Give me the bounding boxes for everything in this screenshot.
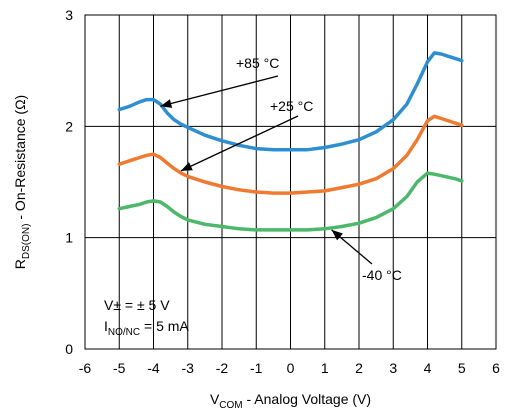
annotation-arrow-head bbox=[331, 229, 343, 241]
x-axis-label-sub: COM bbox=[219, 400, 242, 411]
series-line bbox=[117, 171, 464, 232]
condition-supply-main: V± = ± 5 V bbox=[104, 297, 170, 313]
x-tick-label: -1 bbox=[250, 360, 263, 376]
x-tick-label: -4 bbox=[147, 360, 160, 376]
condition-current-sub: NO/NC bbox=[108, 327, 140, 338]
x-tick-label: 3 bbox=[389, 360, 397, 376]
x-tick-label: -5 bbox=[113, 360, 126, 376]
x-tick-label: 0 bbox=[287, 360, 295, 376]
plot-frame bbox=[84, 14, 497, 350]
y-axis-label-main: R bbox=[12, 259, 28, 269]
x-tick-label: 4 bbox=[424, 360, 432, 376]
x-tick-label: 5 bbox=[458, 360, 466, 376]
x-axis-label: VCOM - Analog Voltage (V) bbox=[210, 391, 371, 411]
annotation-arrow-head bbox=[180, 162, 193, 171]
annotation-25c: +25 °C bbox=[270, 98, 313, 114]
x-tick-label: 6 bbox=[492, 360, 500, 376]
y-tick-label: 1 bbox=[65, 230, 73, 246]
y-tick-label: 3 bbox=[65, 7, 73, 23]
series-line bbox=[117, 51, 464, 152]
y-axis-label-rest: - On-Resistance (Ω) bbox=[12, 95, 28, 224]
x-tick-label: 1 bbox=[321, 360, 329, 376]
annotation-minus40c: -40 °C bbox=[362, 267, 402, 283]
condition-current: INO/NC = 5 mA bbox=[104, 318, 189, 338]
annotation-arrow-head bbox=[160, 99, 173, 108]
tick-labels: -6 -5 -4 -3 -2 -1 0 1 2 3 4 5 6 0 1 2 3 bbox=[65, 7, 500, 376]
condition-supply: V± = ± 5 V bbox=[104, 297, 170, 313]
annotation-arrows bbox=[160, 75, 373, 265]
y-tick-label: 2 bbox=[65, 118, 73, 134]
x-tick-label: -2 bbox=[216, 360, 229, 376]
y-tick-label: 0 bbox=[65, 341, 73, 357]
annotation-85c: +85 °C bbox=[236, 55, 279, 71]
annotation-arrow-line bbox=[180, 115, 299, 172]
x-tick-label: -6 bbox=[79, 360, 92, 376]
y-axis-label-sub: DS(ON) bbox=[21, 224, 32, 260]
grid-lines bbox=[85, 15, 496, 349]
annotation-arrow-line bbox=[160, 75, 279, 107]
condition-current-rest: = 5 mA bbox=[140, 318, 189, 334]
series-line bbox=[117, 114, 464, 195]
series-lines bbox=[117, 51, 464, 232]
test-conditions: V± = ± 5 V INO/NC = 5 mA bbox=[104, 297, 189, 338]
x-axis-label-rest: - Analog Voltage (V) bbox=[243, 391, 371, 407]
condition-current-main: I bbox=[104, 318, 108, 334]
x-tick-label: 2 bbox=[355, 360, 363, 376]
x-axis-label-main: V bbox=[210, 391, 220, 407]
x-tick-label: -3 bbox=[182, 360, 195, 376]
y-axis-label: RDS(ON) - On-Resistance (Ω) bbox=[12, 95, 32, 269]
